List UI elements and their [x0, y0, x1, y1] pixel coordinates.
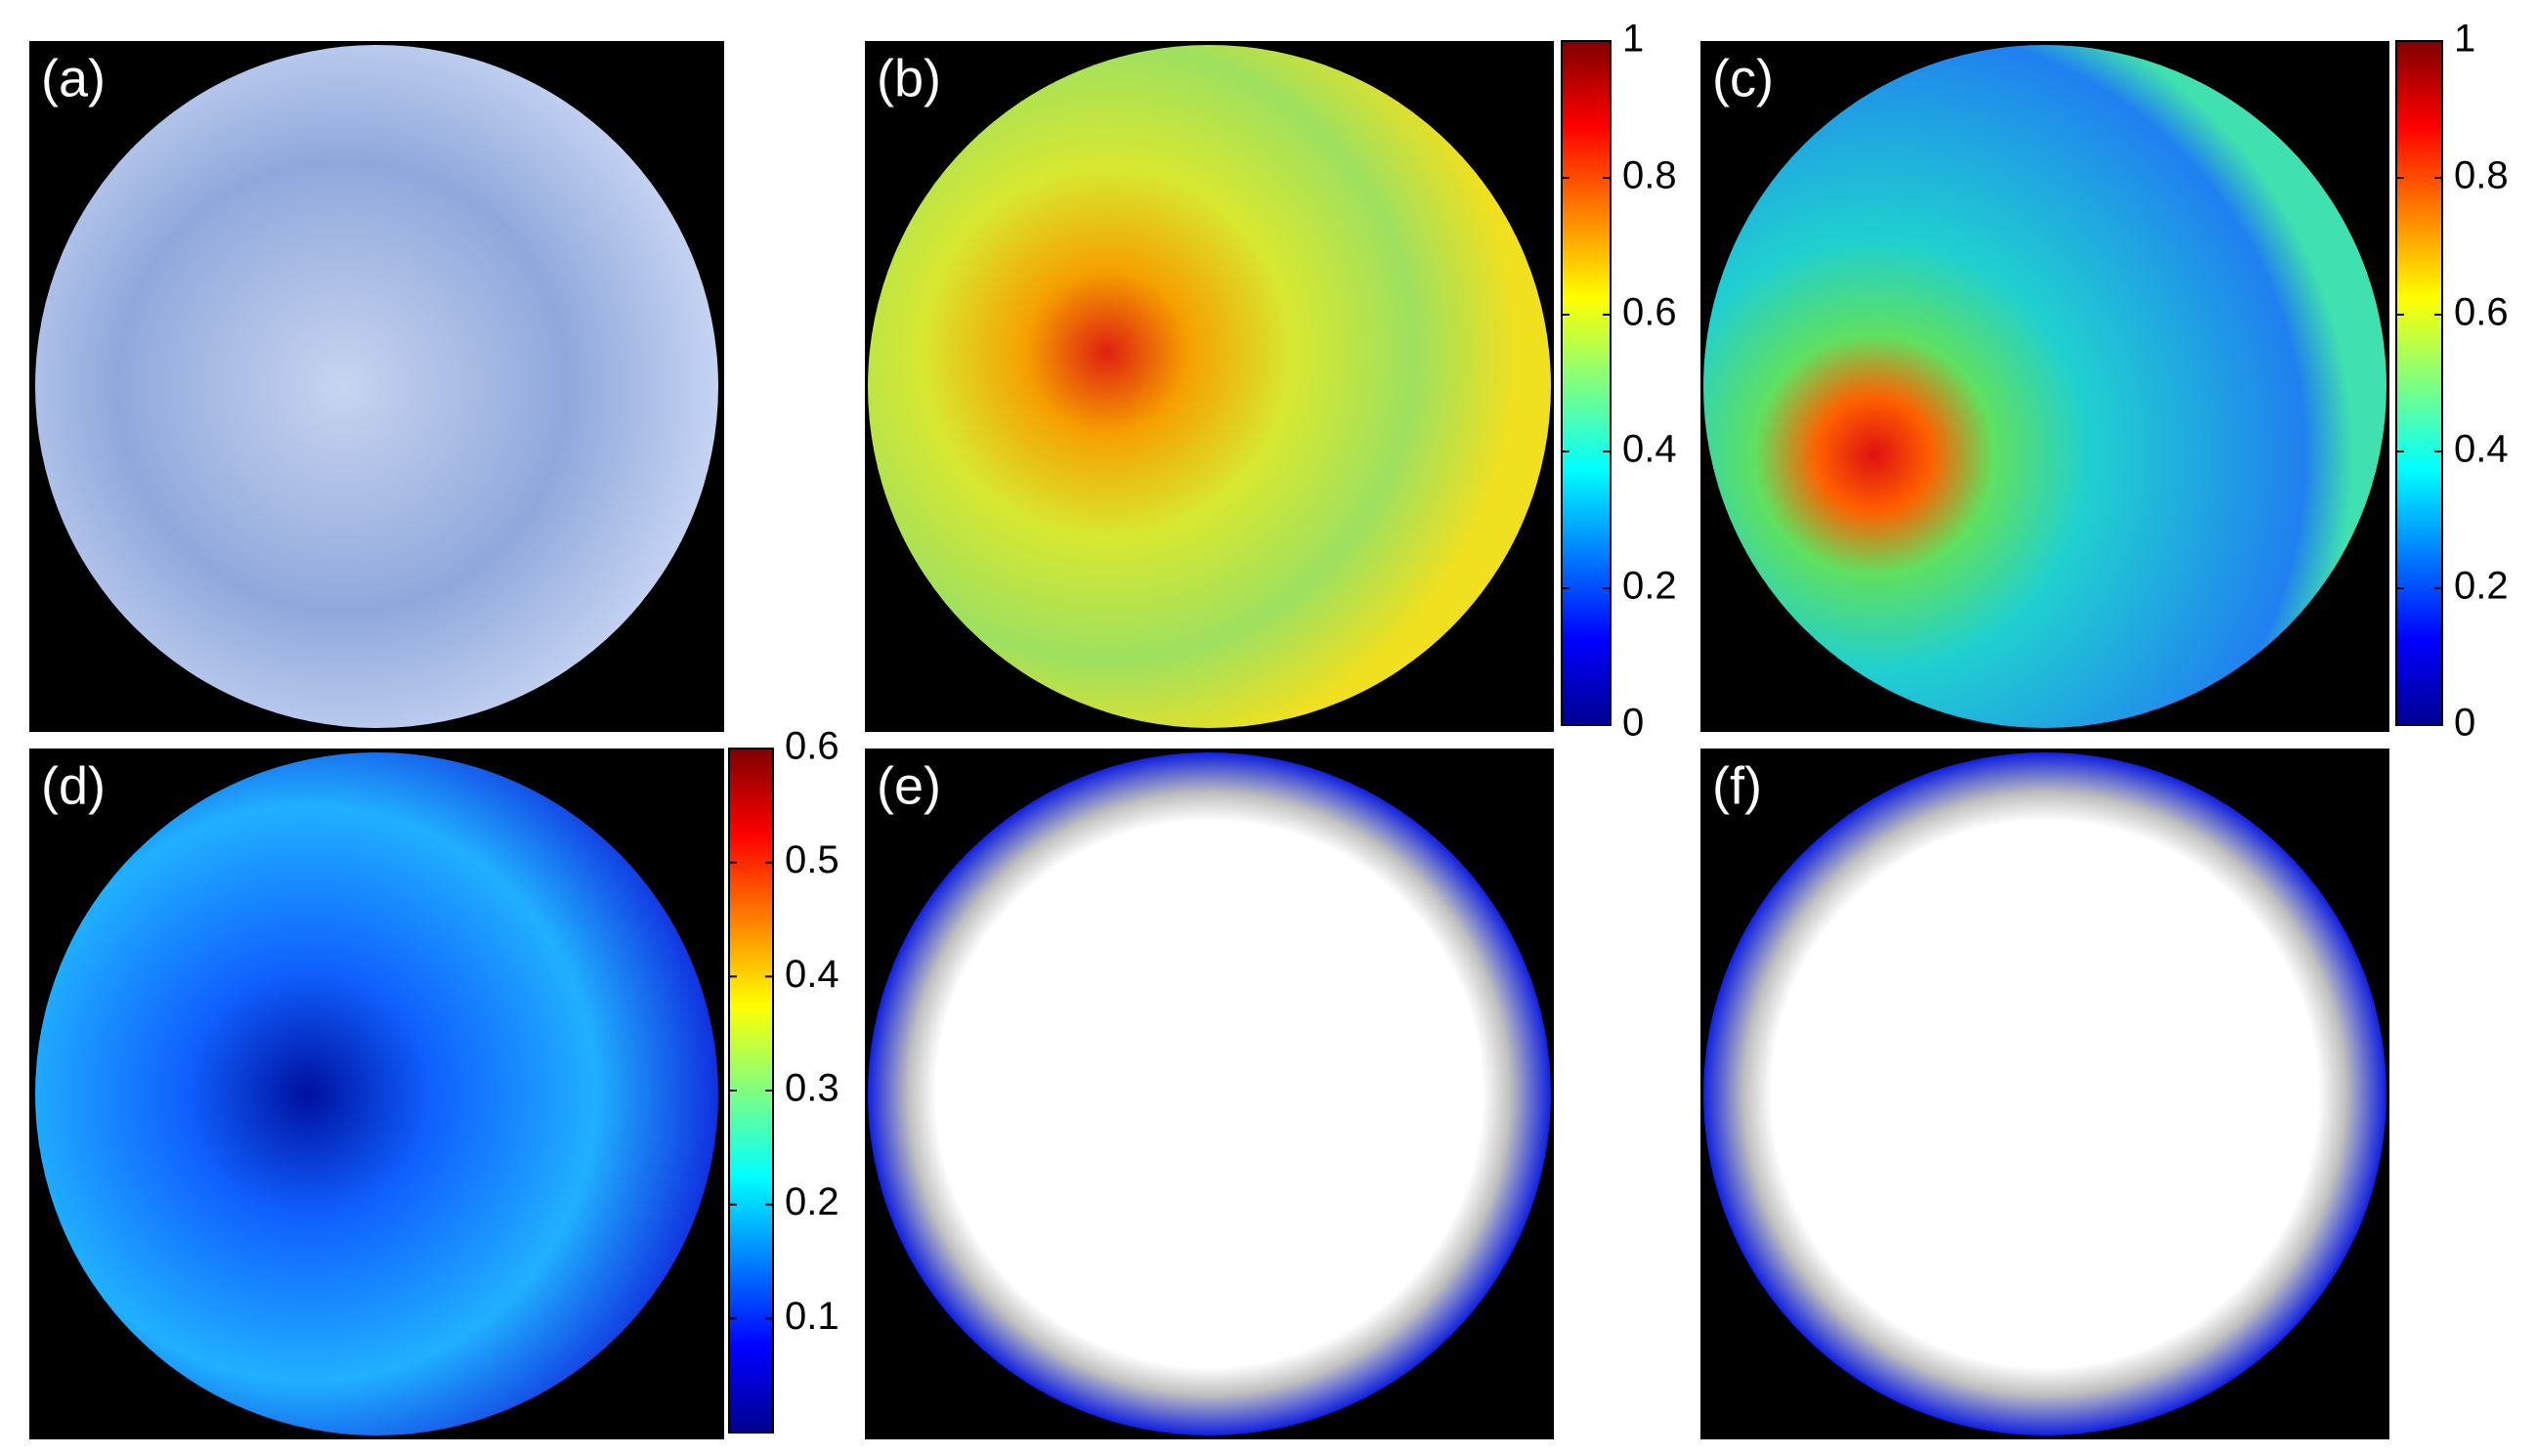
colorbar-tick-label: 0.6: [785, 725, 839, 768]
panel-label: (f): [1712, 756, 1762, 815]
colorbar-tick-label: 0.6: [2454, 291, 2509, 334]
colorbar-tick-label: 0.4: [2454, 428, 2509, 471]
colorbar: [1561, 40, 1612, 726]
sky-image: [1703, 45, 2386, 728]
panel-label: (e): [877, 756, 941, 815]
colorbar-tick-label: 0.8: [1622, 154, 1677, 197]
colorbar-tick-label: 0.1: [785, 1295, 839, 1338]
colorbar-tick-label: 0.8: [2454, 154, 2509, 197]
sky-image: [35, 752, 718, 1435]
colorbar-tick-label: 0.4: [1622, 428, 1677, 471]
colorbar-tick-label: 0: [2454, 702, 2475, 745]
colorbar-tick-label: 0: [1622, 702, 1644, 745]
colorbar-tick-label: 1: [2454, 18, 2475, 61]
sky-image: [35, 45, 718, 728]
sky-image: [868, 752, 1551, 1435]
colorbar-tick-label: 0.5: [785, 838, 839, 881]
colorbar-tick-label: 0.2: [1622, 565, 1677, 608]
sky-image: [1703, 752, 2386, 1435]
sky-image: [868, 45, 1551, 728]
panel-label: (d): [41, 756, 106, 815]
colorbar-tick-label: 0.4: [785, 953, 839, 996]
colorbar-tick-label: 0.3: [785, 1067, 839, 1110]
colorbar-tick-label: 0.6: [1622, 291, 1677, 334]
panel-label: (a): [41, 49, 106, 107]
colorbar-tick-label: 0.2: [785, 1180, 839, 1223]
panel-label: (b): [877, 49, 941, 107]
colorbar-tick-label: 1: [1622, 18, 1644, 61]
panel-label: (c): [1712, 49, 1774, 107]
colorbar: [2395, 40, 2443, 726]
colorbar-tick-label: 0.2: [2454, 565, 2509, 608]
